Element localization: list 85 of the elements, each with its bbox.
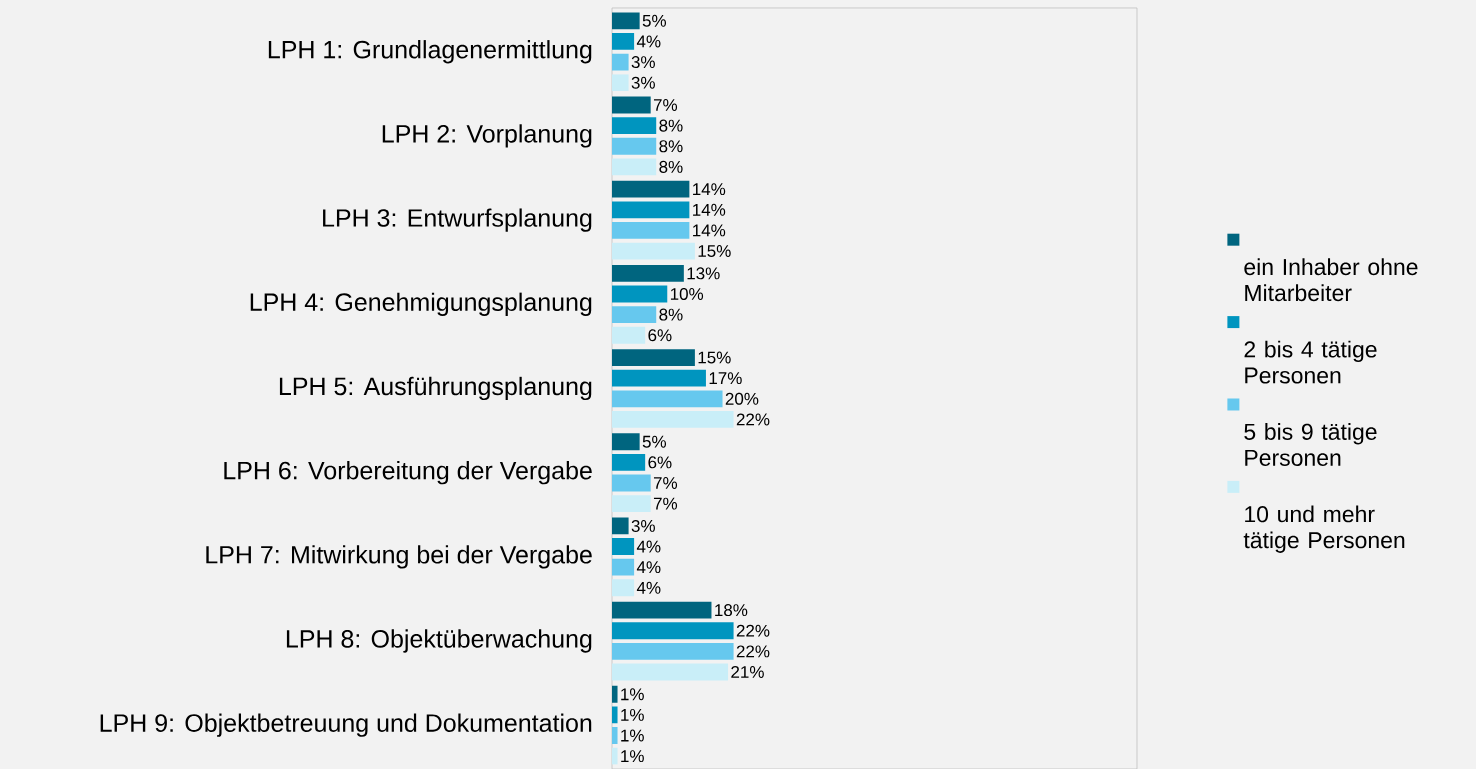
bar (612, 663, 729, 681)
data-label: 3% (631, 56, 655, 69)
data-label: 22% (736, 624, 770, 637)
bar (612, 33, 635, 50)
data-label: 3% (631, 519, 655, 532)
data-label: 1% (621, 729, 644, 742)
bar (612, 390, 723, 408)
data-label: 7% (653, 477, 678, 489)
legend-label: 10 und mehr tätige Personen (1243, 505, 1405, 553)
bar (612, 158, 657, 176)
bar (612, 747, 618, 765)
data-label: 1% (621, 708, 644, 721)
bar (612, 180, 690, 198)
bar (612, 517, 629, 535)
data-label: 14% (693, 224, 726, 237)
y-tick-label: LPH 6: Vorbereitung der Vergabe (224, 461, 592, 485)
bar (612, 369, 706, 387)
bar (612, 558, 635, 576)
bar (612, 242, 695, 260)
bar (612, 117, 657, 135)
bar (612, 349, 695, 366)
data-label: 1% (621, 750, 644, 763)
data-label: 7% (653, 99, 678, 111)
bar (612, 622, 734, 640)
bar (612, 53, 629, 71)
bar (612, 706, 618, 724)
data-label: 15% (698, 351, 731, 364)
data-label: 21% (731, 666, 764, 678)
data-label: 6% (648, 329, 672, 342)
data-label: 4% (636, 581, 661, 594)
data-label: 15% (698, 245, 731, 258)
bar (612, 96, 651, 114)
bar (612, 601, 712, 619)
data-label: 8% (659, 160, 683, 173)
data-label: 6% (648, 456, 672, 469)
y-tick-label: LPH 7: Mitwirkung bei der Vergabe (206, 545, 592, 569)
data-label: 7% (653, 497, 678, 510)
bar (612, 579, 635, 597)
bar (612, 264, 684, 282)
data-label: 14% (693, 183, 726, 196)
y-tick-label: LPH 5: Ausführungsplanung (279, 376, 592, 401)
data-label: 20% (725, 392, 759, 405)
data-label: 4% (636, 561, 661, 574)
bar (612, 74, 629, 92)
bar (612, 642, 734, 660)
bar (612, 453, 646, 471)
y-tick-label: LPH 4: Genehmigungsplanung (250, 292, 592, 316)
data-label: 8% (659, 119, 683, 132)
bar (612, 201, 690, 219)
bar (612, 12, 640, 30)
legend-label: ein Inhaber ohne Mitarbeiter (1244, 258, 1418, 302)
bar (612, 727, 618, 744)
bar (612, 285, 668, 303)
data-label: 5% (642, 14, 667, 27)
data-label: 8% (659, 308, 683, 321)
bar (612, 685, 618, 703)
data-label: 22% (736, 413, 770, 426)
data-label: 10% (670, 287, 704, 300)
y-tick-label: LPH 2: Vorplanung (382, 124, 592, 148)
data-label: 17% (709, 372, 742, 385)
bar (612, 433, 640, 451)
data-label: 22% (736, 645, 770, 658)
bar (612, 474, 651, 492)
y-tick-label: LPH 1: Grundlagenermittlung (268, 40, 592, 64)
data-label: 4% (636, 540, 661, 553)
bar (612, 411, 734, 428)
data-label: 4% (636, 35, 661, 48)
y-tick-label: LPH 9: Objektbetreuung und Dokumentation (100, 713, 592, 737)
data-label: 8% (659, 140, 683, 153)
data-label: 3% (631, 76, 655, 89)
bar (612, 326, 646, 344)
bar (612, 538, 635, 555)
legend-label: 5 bis 9 tätige Personen (1244, 423, 1377, 466)
bar (612, 495, 651, 513)
y-tick-label: LPH 3: Entwurfsplanung (323, 208, 592, 232)
data-label: 14% (693, 203, 726, 216)
bar (612, 137, 657, 155)
data-label: 5% (642, 435, 667, 448)
y-tick-label: LPH 8: Objektüberwachung (286, 629, 592, 653)
data-label: 1% (621, 688, 644, 701)
legend-label: 2 bis 4 tätige Personen (1244, 340, 1377, 384)
bar (612, 222, 690, 239)
bar (612, 306, 657, 324)
data-label: 18% (715, 604, 748, 617)
data-label: 13% (687, 267, 720, 280)
